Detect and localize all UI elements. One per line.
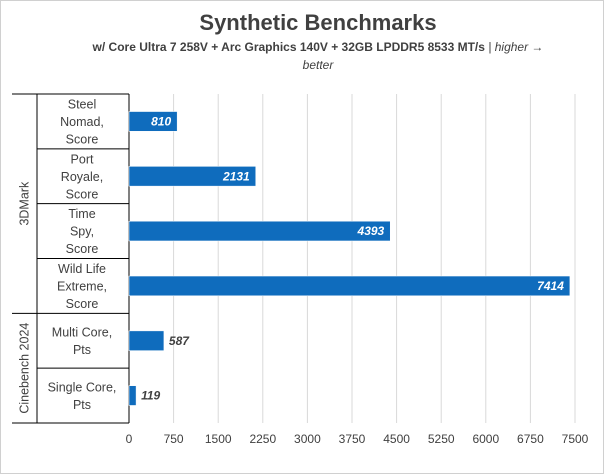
category-label: Time Spy, Score [66,207,99,256]
category-label: Steel Nomad, Score [60,97,104,146]
x-tick-label: 6000 [472,432,499,446]
chart-subtitle-bold: w/ Core Ultra 7 258V + Arc Graphics 140V… [92,40,486,54]
x-tick-label: 7500 [562,432,589,446]
category-label: Single Core, Pts [48,380,117,412]
bar [128,275,571,297]
x-tick-label: 1500 [205,432,232,446]
group-label: Cinebench 2024 [18,323,32,414]
bar [128,111,178,132]
data-label: 2131 [222,169,250,183]
bar [128,220,391,242]
chart-subtitle-italic: | higher → [485,40,543,54]
x-tick-label: 5250 [428,432,455,446]
chart-title: Synthetic Benchmarks [199,10,436,35]
category-label: Wild Life Extreme, Score [57,262,107,311]
data-label: 7414 [537,279,564,293]
chart-subtitle-line-1: w/ Core Ultra 7 258V + Arc Graphics 140V… [92,40,544,54]
x-tick-label: 3000 [294,432,321,446]
bar [128,330,165,351]
category-label: Multi Core, Pts [52,326,112,358]
bar [128,166,256,187]
x-tick-label: 3750 [339,432,366,446]
category-label: Port Royale, Score [61,152,103,201]
data-label: 810 [151,114,171,128]
data-label: 587 [169,334,190,348]
x-tick-label: 6750 [517,432,544,446]
data-label: 4393 [357,224,385,238]
x-tick-label: 0 [126,432,133,446]
group-label: 3DMark [18,181,32,226]
plot-area: 0 750 1500 2250 3000 3750 4500 5250 6000 6750 7500… [12,93,589,446]
data-label: 119 [141,389,160,403]
bar [128,385,137,406]
x-tick-label: 4500 [383,432,410,446]
chart-subtitle-line-2: better [303,58,335,72]
x-tick-label: 750 [164,432,184,446]
x-tick-label: 2250 [249,432,276,446]
